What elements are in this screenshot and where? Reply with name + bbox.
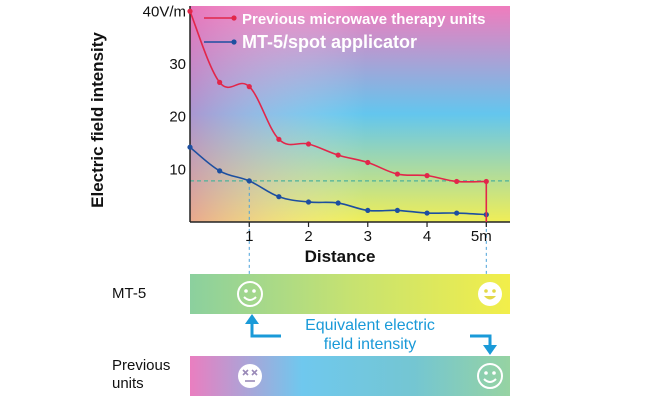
x-tick-label: 5m: [471, 228, 492, 245]
data-point-previous: [335, 152, 341, 158]
x-tick-label: 3: [364, 228, 372, 245]
x-tick-label: 1: [245, 228, 253, 245]
legend-label: Previous microwave therapy units: [242, 11, 485, 28]
data-point-mt5: [187, 144, 193, 150]
data-point-previous: [246, 84, 252, 90]
y-tick-label: 30: [169, 56, 186, 73]
data-point-previous: [365, 159, 371, 166]
data-point-mt5: [335, 200, 341, 206]
data-point-previous: [187, 8, 193, 14]
data-point-previous: [454, 178, 460, 185]
previous-row-label-line2: units: [112, 375, 144, 392]
x-tick-label: 4: [423, 228, 431, 245]
equivalence-arrow-right: [470, 334, 497, 355]
data-point-mt5: [424, 210, 430, 216]
data-point-previous: [217, 79, 223, 85]
data-point-previous: [276, 136, 282, 142]
legend-marker: [231, 39, 237, 45]
y-tick-label: 40V/m: [143, 3, 186, 20]
data-point-mt5: [454, 210, 460, 216]
data-point-previous: [424, 173, 430, 179]
mt5-intensity-bar: [190, 274, 510, 314]
x-tick-label: 2: [304, 228, 312, 245]
data-point-previous: [394, 171, 401, 177]
y-tick-label: 10: [169, 161, 186, 178]
data-point-mt5: [394, 207, 401, 214]
previous-row-label-line1: Previous: [112, 357, 170, 374]
data-point-mt5: [305, 199, 312, 205]
mt5-row-label: MT-5: [112, 285, 146, 302]
equivalence-arrow-left: [245, 314, 281, 338]
annotation-line2: field intensity: [324, 336, 417, 353]
y-axis-label: Electric field intensity: [88, 32, 107, 208]
plot-area-overlay: [190, 6, 510, 222]
smile-face-icon: [477, 363, 503, 389]
data-point-mt5: [365, 207, 371, 214]
annotation-line1: Equivalent electric: [305, 317, 435, 334]
smile-face-icon: [478, 282, 502, 306]
data-point-previous: [305, 141, 312, 147]
legend-marker: [231, 15, 237, 21]
y-tick-label: 20: [169, 109, 186, 126]
legend-label: MT-5/spot applicator: [242, 32, 417, 52]
x-axis-label: Distance: [305, 247, 376, 266]
smile-face-icon: [237, 281, 263, 307]
data-point-mt5: [246, 178, 252, 184]
data-point-mt5: [217, 168, 223, 174]
data-point-mt5: [276, 194, 282, 200]
dizzy-face-icon: [238, 364, 262, 388]
